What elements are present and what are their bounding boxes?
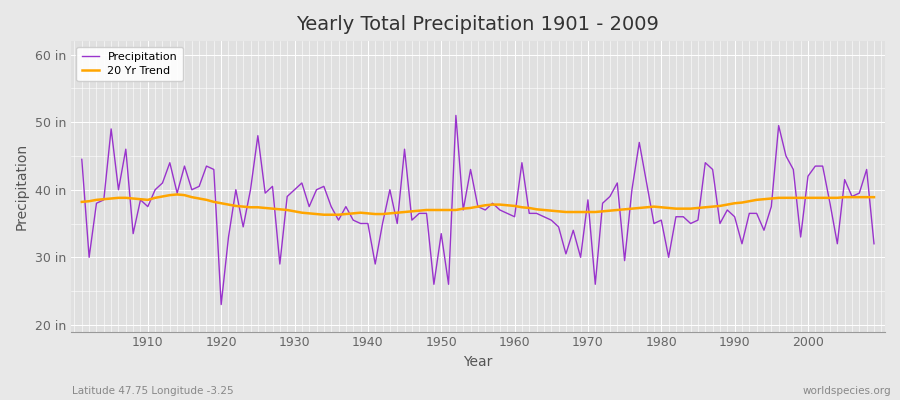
Precipitation bbox=[304, 204, 315, 209]
Precipitation bbox=[76, 157, 87, 162]
Precipitation bbox=[347, 218, 358, 222]
Text: worldspecies.org: worldspecies.org bbox=[803, 386, 891, 396]
20 Yr Trend bbox=[868, 195, 879, 200]
20 Yr Trend bbox=[135, 197, 146, 202]
Precipitation bbox=[135, 198, 146, 202]
Precipitation bbox=[612, 180, 623, 185]
Precipitation bbox=[517, 160, 527, 165]
20 Yr Trend bbox=[517, 205, 527, 210]
20 Yr Trend bbox=[319, 212, 329, 217]
X-axis label: Year: Year bbox=[464, 355, 492, 369]
20 Yr Trend bbox=[304, 211, 315, 216]
20 Yr Trend bbox=[356, 210, 366, 215]
20 Yr Trend bbox=[612, 208, 623, 212]
Y-axis label: Precipitation: Precipitation bbox=[15, 143, 29, 230]
Line: Precipitation: Precipitation bbox=[82, 116, 874, 304]
Precipitation bbox=[524, 211, 535, 216]
Text: Latitude 47.75 Longitude -3.25: Latitude 47.75 Longitude -3.25 bbox=[72, 386, 234, 396]
20 Yr Trend bbox=[524, 206, 535, 210]
20 Yr Trend bbox=[172, 192, 183, 197]
Legend: Precipitation, 20 Yr Trend: Precipitation, 20 Yr Trend bbox=[76, 47, 183, 81]
Precipitation bbox=[216, 302, 227, 307]
Title: Yearly Total Precipitation 1901 - 2009: Yearly Total Precipitation 1901 - 2009 bbox=[296, 15, 660, 34]
Line: 20 Yr Trend: 20 Yr Trend bbox=[82, 194, 874, 215]
Precipitation bbox=[451, 113, 462, 118]
20 Yr Trend bbox=[76, 200, 87, 204]
Precipitation bbox=[868, 241, 879, 246]
